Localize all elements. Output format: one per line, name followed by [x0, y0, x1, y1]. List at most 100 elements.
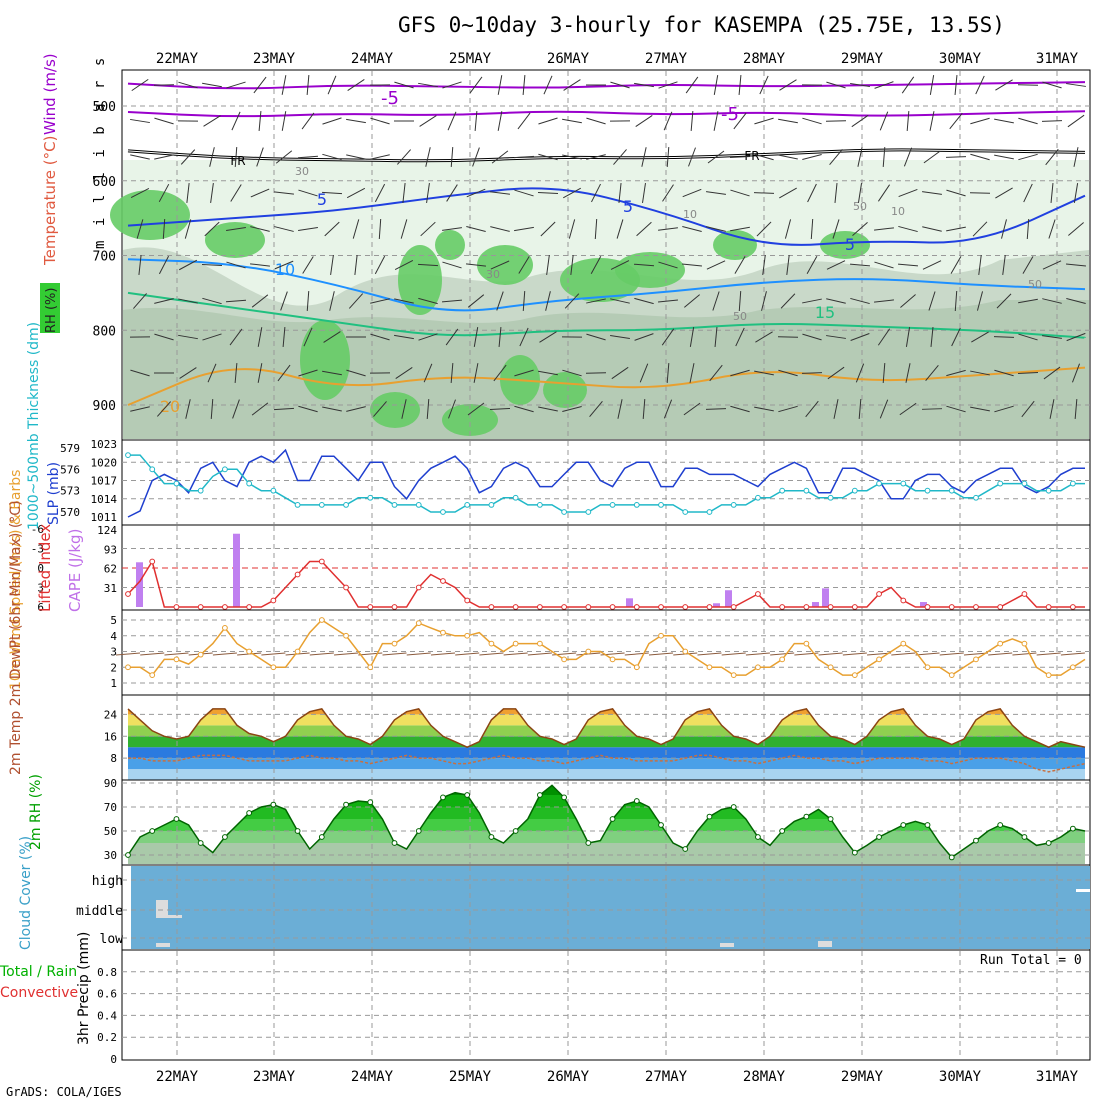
- wind-panel: 1 2 3 4 5 10m Wind Speed (m/s) & Barbs: [8, 470, 1091, 696]
- bottom-date-label: 25MAY: [449, 1069, 492, 1085]
- lifted-index-line-point: [1021, 591, 1028, 597]
- wind-barb: [538, 153, 558, 161]
- bottom-date-label: 31MAY: [1036, 1069, 1079, 1085]
- cloud-tick-label: high: [92, 874, 123, 889]
- wind-barb: [298, 405, 318, 413]
- wind-barb: [253, 76, 267, 94]
- lifted-index-line-point: [561, 604, 568, 610]
- wind-barb: [517, 112, 531, 130]
- lifted-index-line-point: [658, 604, 664, 610]
- rh-line-point: [803, 813, 810, 820]
- cape-li-panel: -6 -3 0 3 6 31 62 93 124 Lifted Index CAPE (J/kg…: [31, 523, 1091, 614]
- wind-barb: [586, 117, 606, 125]
- cloud-low-patch: [156, 943, 170, 947]
- wind-barb: [900, 294, 916, 308]
- isotherm-line: [127, 81, 1086, 90]
- wind-barb: [450, 362, 454, 384]
- wind-barb: [850, 82, 870, 88]
- wind-barb: [281, 75, 287, 95]
- pressure-tick-label: 900: [93, 399, 116, 414]
- rh-moist-blob: [713, 230, 757, 260]
- wind-barb: [946, 226, 966, 232]
- wind-speed-line-point: [149, 672, 156, 679]
- wind-barb: [562, 154, 582, 160]
- wind-barb: [735, 327, 745, 347]
- precip-rain-label: Total / Rain: [0, 964, 77, 980]
- wind-barb: [738, 290, 742, 312]
- wind-barb: [945, 156, 967, 158]
- rh-line-point: [488, 834, 495, 840]
- surface-wind-barb: [406, 652, 431, 656]
- wind-barb: [590, 255, 602, 275]
- wind-barb: [519, 327, 529, 347]
- wind-barb: [635, 114, 653, 128]
- wind-barb: [162, 218, 166, 240]
- rh-line-point: [900, 822, 907, 828]
- contour-label: -5: [721, 104, 739, 125]
- wind-barb: [184, 219, 192, 239]
- wind-tick-label: 3: [110, 646, 117, 659]
- wind-barb: [970, 406, 990, 412]
- wind-barb: [448, 399, 456, 419]
- thickness-line-point: [561, 509, 568, 515]
- lifted-index-line-point: [900, 597, 907, 604]
- wind-barb: [400, 219, 408, 239]
- wind-barb: [329, 291, 335, 311]
- wind-barb: [493, 364, 507, 382]
- thickness-line-point: [318, 501, 325, 508]
- surface-wind-barb: [455, 652, 480, 656]
- wind-barb: [280, 291, 288, 311]
- wind-barb: [778, 369, 798, 377]
- wind-axis: 1 2 3 4 5: [110, 614, 117, 690]
- wind-barb: [513, 155, 535, 159]
- rh-line-point: [827, 816, 834, 822]
- wind-barb: [996, 293, 1012, 309]
- cloud-middle-patch-2: [168, 915, 182, 918]
- bottom-date-label: 22MAY: [156, 1069, 199, 1085]
- rh-line-point: [755, 834, 761, 840]
- cloud-grid: [122, 866, 1090, 949]
- wind-barb: [712, 291, 720, 311]
- rh-line-point: [997, 822, 1004, 828]
- wind-barb: [850, 333, 870, 341]
- wind-barb: [829, 149, 843, 165]
- thickness-line-point: [730, 501, 737, 508]
- slp-axis: 1011 1014 1017 1020 1023 570 573 576 579: [60, 438, 117, 524]
- lifted-index-line-point: [173, 604, 180, 610]
- wind-tick-label: 4: [110, 630, 117, 643]
- cloud-axis-label: Cloud Cover (%): [18, 836, 34, 950]
- wind-barb: [180, 149, 196, 165]
- surface-wind-barb: [988, 652, 1013, 656]
- thickness-line-point: [343, 501, 349, 508]
- wind-barb: [225, 299, 247, 303]
- rh-series: [125, 784, 1086, 861]
- wind-barb: [273, 407, 295, 411]
- wind-speed-line-point: [997, 640, 1004, 647]
- wind-barb: [709, 364, 723, 382]
- wind-barb: [807, 183, 817, 203]
- thickness-axis-label: 1000~500mb Thickness (dm): [26, 322, 42, 530]
- cape-axis: -6 -3 0 3 6 31 62 93 124: [31, 523, 118, 614]
- thickness-line-point: [585, 509, 592, 515]
- wind-barb: [348, 293, 364, 309]
- wind-speed-line-point: [779, 656, 786, 663]
- wind-barb: [522, 74, 526, 96]
- temperature-axis: 8 16 24: [104, 708, 118, 765]
- wind-barb: [1049, 399, 1055, 419]
- wind-barb: [688, 147, 696, 167]
- cape-bar: [920, 602, 927, 607]
- wind-barb: [203, 115, 221, 127]
- wind-barb: [130, 118, 150, 124]
- wind-barb: [591, 183, 601, 203]
- wind-barb: [610, 334, 630, 340]
- rh-line-point: [173, 816, 180, 822]
- wind-barb: [1021, 400, 1035, 418]
- wind-barb: [929, 111, 935, 131]
- wind-barb: [274, 260, 294, 270]
- lifted-index-line-point: [1045, 604, 1052, 610]
- wind-barb: [706, 260, 726, 270]
- temperature-panel-axis-label: 2m Temp 2m DewPt (6hr Min/Max) (°C): [8, 500, 24, 775]
- rh-moist-blob: [820, 231, 870, 259]
- thickness-tick-label: 576: [60, 463, 80, 476]
- lifted-index-tick-label: 6: [37, 601, 44, 614]
